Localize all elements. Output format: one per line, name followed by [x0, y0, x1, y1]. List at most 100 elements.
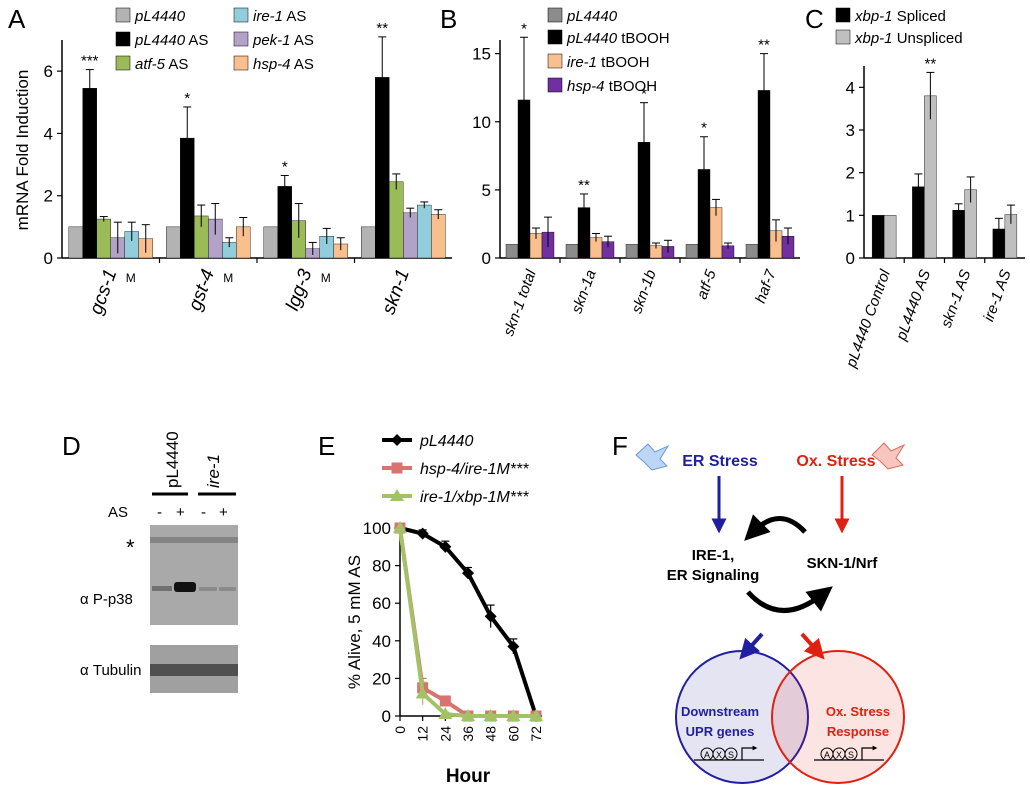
- legend-suffix: tBOOH: [617, 30, 670, 47]
- y-tick-label: 2: [44, 187, 53, 206]
- blot-band-lane2: [174, 582, 196, 592]
- upr-output-arrow: [739, 632, 764, 660]
- panel-label-c: C: [805, 4, 824, 34]
- significance-label: *: [641, 86, 647, 103]
- legend-label: hsp-4 tBOOH: [567, 78, 657, 95]
- legend-swatch: [115, 31, 131, 47]
- y-tick-label: 2: [846, 164, 855, 183]
- legend-gene: pL4440: [134, 32, 186, 49]
- data-point: [439, 540, 452, 553]
- y-tick-label: 40: [372, 632, 391, 651]
- motif-s-right-text: S: [848, 750, 854, 760]
- legend-gene: pL4440: [134, 8, 186, 25]
- significance-label: **: [758, 37, 770, 54]
- upr-circle-line2: UPR genes: [686, 724, 755, 739]
- feedback-arrow-top: [744, 514, 807, 541]
- motif-x-left-text: X: [716, 750, 722, 760]
- x-tick-label: 60: [505, 726, 521, 742]
- legend-swatch: [547, 53, 563, 69]
- y-tick-label: 60: [372, 594, 391, 613]
- model-diagram: ER Stress Ox. Stress IRE-1, ER Signaling…: [635, 442, 906, 784]
- bar: [96, 218, 111, 259]
- as-label: AS: [108, 504, 128, 521]
- legend-gene: pek-1: [252, 32, 291, 49]
- lane-sign-3: -: [201, 504, 206, 521]
- category-label: haf-7: [752, 267, 780, 306]
- data-point: [462, 567, 474, 580]
- blot-band-lane1: [152, 586, 172, 591]
- bar: [361, 226, 376, 259]
- category-label: pL4440 Control: [842, 267, 894, 371]
- category-label: skn-1a: [568, 268, 599, 316]
- bar: [685, 244, 699, 259]
- bar: [82, 88, 97, 259]
- y-tick-label: 15: [472, 45, 491, 64]
- bar: [871, 215, 885, 259]
- category-label: skn-1b: [628, 268, 659, 316]
- ox-response-circle: [771, 650, 905, 784]
- lane-sign-1: -: [157, 504, 162, 521]
- data-point: [391, 434, 403, 446]
- legend-suffix: Spliced: [893, 8, 946, 25]
- lane-group-label-pl4440: pL4440: [163, 431, 182, 488]
- legend-label: ire-1 AS: [253, 8, 306, 25]
- motif-s-left: [724, 747, 738, 761]
- legend-swatch: [547, 7, 563, 23]
- significance-label: **: [578, 177, 590, 194]
- y-tick-label: 3: [846, 121, 855, 140]
- motif-s-left-text: S: [728, 750, 734, 760]
- y-tick-label: 80: [372, 557, 391, 576]
- significance-label: **: [376, 20, 388, 37]
- legend-label: hsp-4 AS: [253, 56, 314, 73]
- feedback-arrow-bottom: [746, 586, 833, 613]
- category-mark: M: [321, 271, 331, 285]
- blot-label-tubulin: α Tubulin: [80, 662, 141, 679]
- bar: [403, 212, 418, 259]
- blot-band-lane4: [219, 587, 236, 591]
- western-blot-panel: pL4440 ire-1 AS - + - + * α P-p38 α Tubu…: [80, 431, 238, 693]
- series-line: [398, 527, 536, 718]
- significance-label: *: [184, 90, 190, 107]
- bar: [565, 244, 579, 259]
- data-point: [439, 695, 451, 707]
- y-tick-label: 4: [44, 124, 53, 143]
- ox-circle-line1: Ox. Stress: [826, 704, 890, 719]
- bar: [924, 95, 937, 259]
- panel-label-e: E: [318, 431, 335, 461]
- motif-a-right-text: A: [824, 750, 830, 760]
- blot-star: *: [126, 535, 135, 560]
- bar: [417, 204, 432, 259]
- legend-gene: atf-5: [135, 56, 166, 73]
- bar: [505, 244, 519, 259]
- ox-circle-line2: Response: [827, 724, 889, 739]
- blot-band-lane3: [199, 587, 217, 591]
- y-axis-label: % Alive, 5 mM AS: [345, 555, 364, 689]
- blot-label-p38: α P-p38: [80, 591, 133, 608]
- legend-swatch: [835, 7, 851, 23]
- ox-stress-label: Ox. Stress: [796, 453, 875, 470]
- legend-label: xbp-1 Unspliced: [854, 30, 963, 47]
- y-tick-label: 5: [482, 181, 491, 200]
- panel-label-f: F: [612, 431, 628, 461]
- legend-suffix: AS: [185, 32, 208, 49]
- data-point: [506, 709, 521, 721]
- upr-circle-line1: Downstream: [681, 704, 759, 719]
- category-label: pL4440 AS: [893, 268, 935, 344]
- data-point: [507, 640, 520, 653]
- bar: [263, 226, 278, 259]
- legend-swatch: [115, 55, 131, 71]
- lane-sign-2: +: [176, 504, 185, 521]
- significance-label: *: [521, 20, 527, 37]
- data-point: [391, 462, 403, 474]
- tss-arrow-left: [741, 745, 758, 760]
- legend-label: pL4440 AS: [134, 32, 208, 49]
- data-point: [416, 527, 429, 540]
- panel-label-d: D: [62, 431, 81, 461]
- significance-label: *: [282, 158, 288, 175]
- y-tick-label: 10: [472, 113, 491, 132]
- data-point: [529, 709, 543, 721]
- category-label: skn-1 AS: [938, 268, 975, 330]
- x-tick-label: 12: [415, 726, 431, 742]
- legend-gene: hsp-4: [253, 56, 291, 73]
